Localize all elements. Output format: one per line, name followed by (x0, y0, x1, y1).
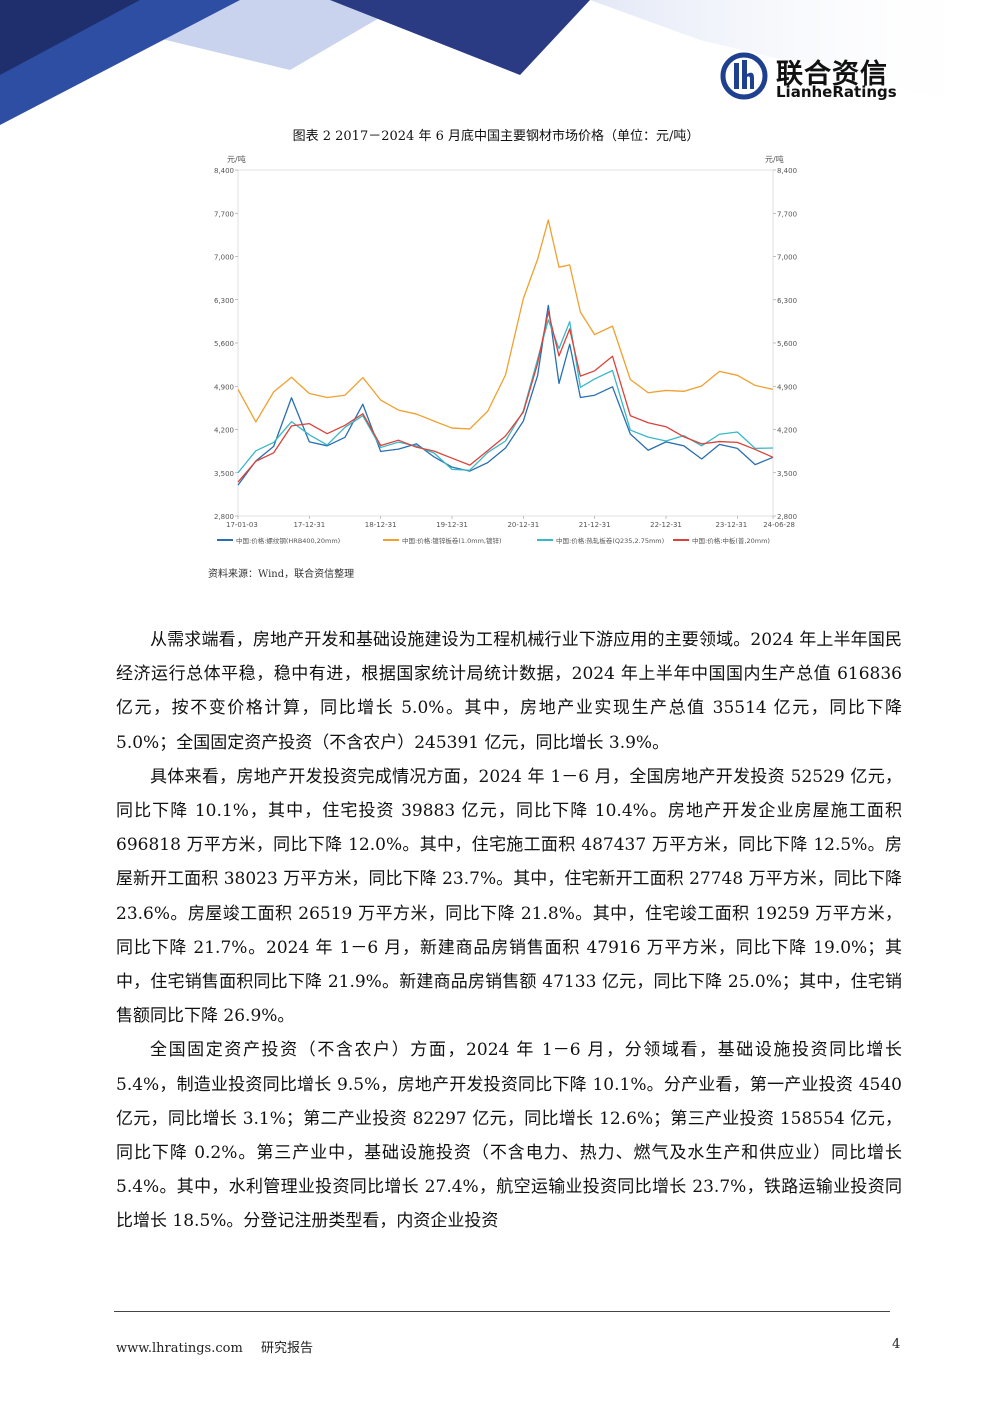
x-tick-label: 17-01-03 (226, 521, 258, 529)
x-tick-label: 24-06-28 (763, 521, 795, 529)
y-tick-label-right: 2,800 (777, 513, 797, 521)
y-tick-label-right: 7,000 (777, 254, 797, 262)
y-tick-label-left: 7,700 (214, 210, 234, 218)
banner-shape-navy (0, 0, 140, 75)
legend-label: 中国:价格:螺纹钢(HRB400,20mm) (236, 536, 340, 545)
banner-shape-fade (590, 0, 992, 110)
paragraph-demand: 从需求端看，房地产开发和基础设施建设为工程机械行业下游应用的主要领域。2024 … (116, 630, 902, 753)
x-tick-label: 18-12-31 (365, 521, 397, 529)
legend-label: 中国:价格:镀锌板卷(1.0mm,镀锌) (402, 536, 502, 545)
y-tick-label-right: 6,300 (777, 297, 797, 305)
y-tick-label-right: 8,400 (777, 167, 797, 175)
y-unit-right: 元/吨 (765, 154, 784, 164)
y-tick-label-left: 8,400 (214, 167, 234, 175)
footer-doc-type: 研究报告 (260, 1341, 313, 1356)
x-tick-label: 20-12-31 (507, 521, 539, 529)
y-tick-label-right: 5,600 (777, 340, 797, 348)
series-line (237, 304, 774, 486)
paragraph-real-estate: 具体来看，房地产开发投资完成情况方面，2024 年 1－6 月，全国房地产开发投… (116, 766, 902, 1027)
x-tick-label: 21-12-31 (579, 521, 611, 529)
x-tick-label: 23-12-31 (715, 521, 747, 529)
figure-source: 资料来源：Wind，联合资信整理 (208, 569, 355, 580)
footer-left: www.lhratings.com 研究报告 (116, 1337, 313, 1356)
page-number: 4 (892, 1337, 901, 1352)
series-line (237, 219, 774, 430)
footer-website[interactable]: www.lhratings.com (116, 1341, 243, 1356)
steel-price-chart: 8,400 7,700 7,000 6,300 5,600 4,900 4,200 3,500… (214, 154, 797, 545)
y-tick-label-left: 6,300 (214, 297, 234, 305)
body-text: 从需求端看，房地产开发和基础设施建设为工程机械行业下游应用的主要领域。2024 … (116, 623, 902, 1239)
series-line (237, 311, 774, 483)
footer-divider (114, 1311, 890, 1312)
brand-name-en: LianheRatings (776, 83, 897, 101)
x-tick-label: 22-12-31 (650, 521, 682, 529)
legend-label: 中国:价格:中板(普,20mm) (692, 536, 770, 545)
header-banner (0, 0, 992, 125)
plot-area (237, 169, 774, 517)
brand-logo: 联合资信 LianheRatings (720, 52, 900, 102)
y-tick-label-right: 4,200 (777, 427, 797, 435)
x-tick-label: 19-12-31 (436, 521, 468, 529)
y-tick-label-left: 5,600 (214, 340, 234, 348)
legend-label: 中国:价格:热轧板卷(Q235,2.75mm) (556, 536, 664, 545)
y-tick-label-right: 4,900 (777, 383, 797, 391)
y-tick-label-left: 4,900 (214, 383, 234, 391)
y-tick-label-left: 7,000 (214, 254, 234, 262)
x-tick-label: 17-12-31 (293, 521, 325, 529)
paragraph-fixed-asset: 全国固定资产投资（不含农户）方面，2024 年 1－6 月，分领域看，基础设施投… (116, 1040, 902, 1232)
banner-shape-dark (330, 0, 590, 75)
y-tick-label-right: 3,500 (777, 470, 797, 478)
y-unit-left: 元/吨 (227, 154, 246, 164)
figure-title: 图表 2 2017－2024 年 6 月底中国主要钢材市场价格（单位：元/吨） (292, 129, 700, 144)
brand-logo-icon (720, 52, 768, 100)
y-tick-label-left: 2,800 (214, 513, 234, 521)
y-tick-label-left: 4,200 (214, 427, 234, 435)
y-tick-label-left: 3,500 (214, 470, 234, 478)
brand-name-cn: 联合资信 (776, 59, 888, 90)
y-tick-label-right: 7,700 (777, 210, 797, 218)
